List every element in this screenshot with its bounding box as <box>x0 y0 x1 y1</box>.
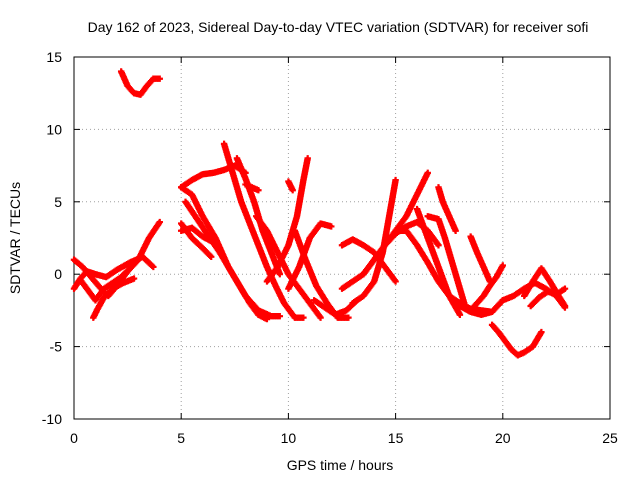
series-arc15 <box>263 155 311 285</box>
y-tick-label: 10 <box>46 121 62 137</box>
data-point <box>130 275 138 282</box>
x-axis-label: GPS time / hours <box>287 457 394 473</box>
data-point <box>392 176 399 184</box>
data-point <box>456 311 464 318</box>
data-point <box>435 242 442 249</box>
data-point <box>452 227 459 234</box>
y-tick-label: 15 <box>46 49 62 65</box>
data-point <box>255 187 262 194</box>
x-tick-label: 20 <box>495 430 511 446</box>
x-tick-label: 5 <box>177 430 185 446</box>
y-tick-labels: -10 -5 0 5 10 15 <box>42 49 62 427</box>
series-arc27 <box>435 184 459 234</box>
data-point <box>392 278 399 285</box>
y-tick-label: -5 <box>50 339 63 355</box>
data-point <box>424 169 431 177</box>
chart-title: Day 162 of 2023, Sidereal Day-to-day VTE… <box>88 19 589 35</box>
series-arc28 <box>446 292 496 316</box>
data-point <box>488 308 496 316</box>
data-point <box>538 328 545 336</box>
series-arc8 <box>182 198 284 320</box>
data-point <box>150 263 157 271</box>
series-arc29 <box>467 233 494 285</box>
y-axis-label: SDTVAR / TECUs <box>7 182 23 294</box>
grid-lines <box>74 57 610 419</box>
data-point <box>156 218 163 226</box>
x-tick-label: 10 <box>281 430 297 446</box>
x-tick-label: 25 <box>602 430 618 446</box>
data-point <box>499 262 506 269</box>
data-point <box>289 187 296 194</box>
data-point <box>345 314 352 321</box>
data-point <box>276 312 284 320</box>
series-arc10 <box>178 224 217 246</box>
data-marks <box>70 68 569 359</box>
y-tick-label: 0 <box>54 266 62 282</box>
axis-ticks <box>73 56 611 420</box>
data-point <box>317 314 324 321</box>
series-arc34 <box>527 285 569 310</box>
data-point <box>210 239 217 246</box>
y-tick-label: -10 <box>42 411 62 427</box>
series-arc25 <box>413 205 464 318</box>
x-tick-label: 0 <box>70 430 78 446</box>
series-arc30 <box>467 262 506 314</box>
plot-frame <box>73 56 611 420</box>
x-tick-label: 15 <box>388 430 404 446</box>
data-point <box>304 155 311 162</box>
data-point <box>126 265 133 272</box>
series-arc5 <box>117 68 163 98</box>
series-arc13 <box>242 181 262 194</box>
data-point <box>208 253 215 261</box>
data-point <box>156 75 163 82</box>
x-tick-labels: 0 5 10 15 20 25 <box>70 430 618 446</box>
series-arc17 <box>291 227 352 321</box>
series-arc18 <box>285 220 335 292</box>
series-arc14 <box>253 213 324 321</box>
data-point <box>561 302 569 310</box>
data-point <box>276 271 284 278</box>
series-arc16 <box>285 178 296 194</box>
series-arc31 <box>488 321 545 359</box>
series-arc4 <box>90 275 138 321</box>
y-tick-label: 5 <box>54 194 62 210</box>
series-arc3 <box>77 265 133 304</box>
data-point <box>328 223 335 230</box>
data-point <box>300 314 307 321</box>
data-point <box>561 285 569 292</box>
series-arc26 <box>424 213 468 307</box>
